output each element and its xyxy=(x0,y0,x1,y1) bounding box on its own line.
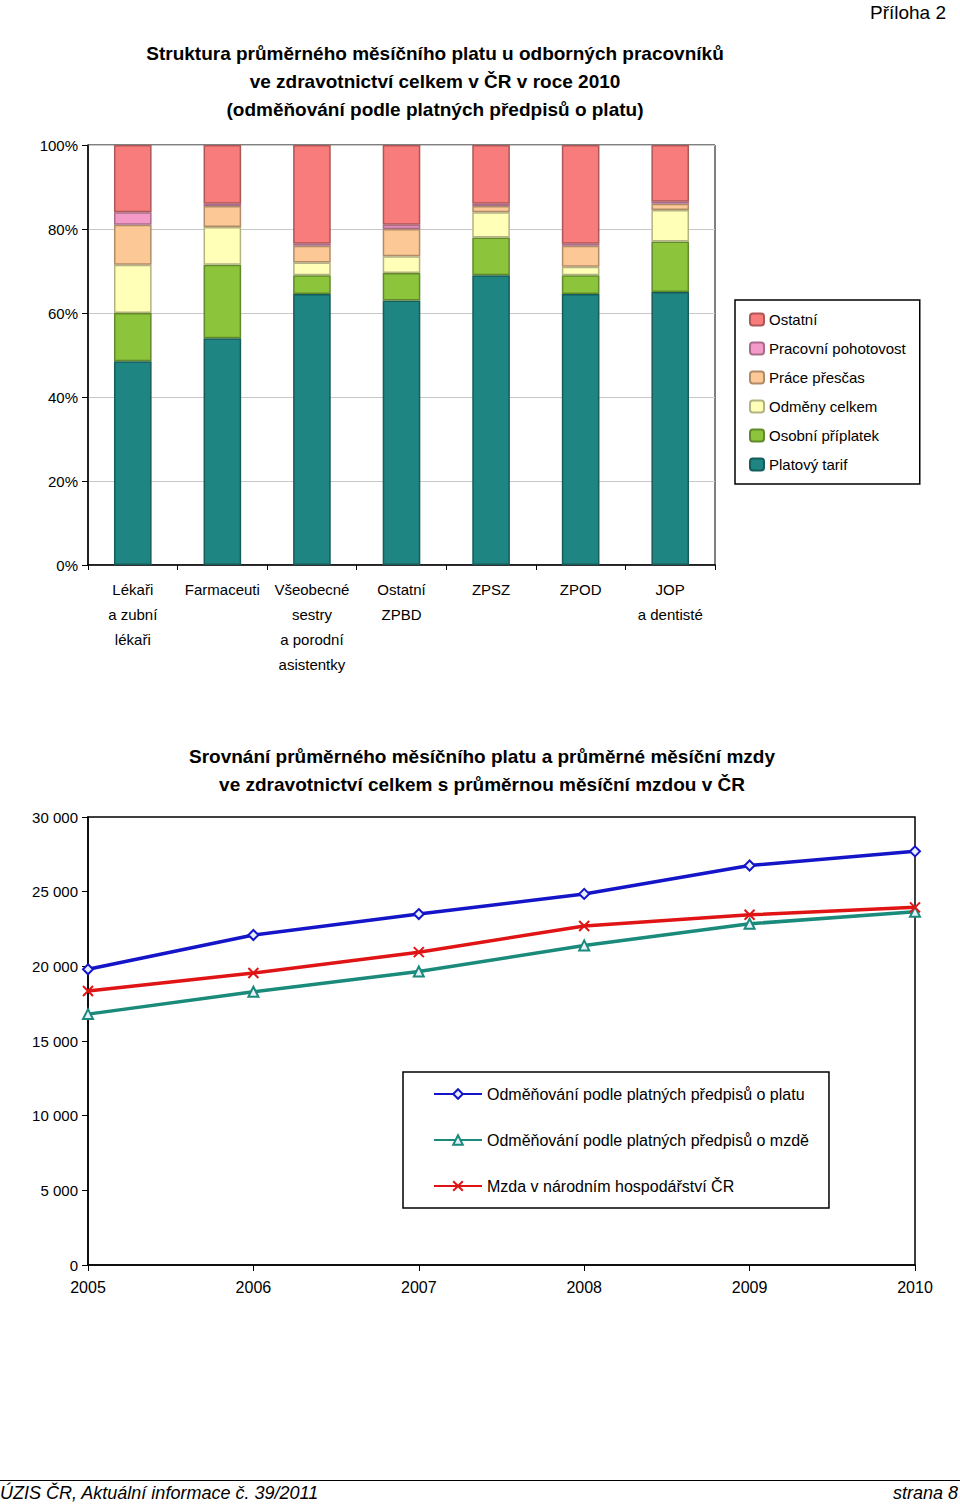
svg-text:2005: 2005 xyxy=(70,1279,106,1296)
svg-text:asistentky: asistentky xyxy=(279,656,346,673)
svg-text:20%: 20% xyxy=(48,473,78,490)
svg-text:5 000: 5 000 xyxy=(40,1182,78,1199)
svg-text:15 000: 15 000 xyxy=(32,1033,78,1050)
svg-text:Farmaceuti: Farmaceuti xyxy=(185,581,260,598)
svg-text:20 000: 20 000 xyxy=(32,958,78,975)
svg-text:Pracovní pohotovost: Pracovní pohotovost xyxy=(769,340,907,357)
svg-text:Všeobecné: Všeobecné xyxy=(274,581,349,598)
svg-text:Ostatní: Ostatní xyxy=(769,311,818,328)
svg-text:0%: 0% xyxy=(56,557,78,574)
svg-text:ve zdravotnictví celkem v ČR v: ve zdravotnictví celkem v ČR v roce 2010 xyxy=(250,71,621,92)
svg-text:Ostatní: Ostatní xyxy=(377,581,426,598)
svg-text:25 000: 25 000 xyxy=(32,883,78,900)
html-text:strana 8: strana 8 xyxy=(893,1483,958,1503)
svg-text:2006: 2006 xyxy=(236,1279,272,1296)
svg-text:a porodní: a porodní xyxy=(280,631,344,648)
svg-text:Struktura průměrného měsíčního: Struktura průměrného měsíčního platu u o… xyxy=(146,43,723,64)
svg-text:Platový tarif: Platový tarif xyxy=(769,456,848,473)
svg-text:ZPBD: ZPBD xyxy=(381,606,421,623)
svg-text:2010: 2010 xyxy=(897,1279,933,1296)
svg-text:2009: 2009 xyxy=(732,1279,768,1296)
svg-text:lékaři: lékaři xyxy=(115,631,151,648)
svg-text:JOP: JOP xyxy=(656,581,685,598)
svg-text:80%: 80% xyxy=(48,221,78,238)
svg-text:ZPSZ: ZPSZ xyxy=(472,581,510,598)
svg-text:Práce přesčas: Práce přesčas xyxy=(769,369,865,386)
svg-text:ve zdravotnictví celkem s prům: ve zdravotnictví celkem s průměrnou měsí… xyxy=(219,774,745,795)
svg-text:10 000: 10 000 xyxy=(32,1107,78,1124)
svg-text:Mzda v národním hospodářství Č: Mzda v národním hospodářství ČR xyxy=(487,1177,734,1195)
svg-text:Osobní příplatek: Osobní příplatek xyxy=(769,427,880,444)
svg-text:Srovnání průměrného měsíčního: Srovnání průměrného měsíčního platu a pr… xyxy=(189,746,775,767)
svg-text:0: 0 xyxy=(70,1257,78,1274)
svg-text:Lékaři: Lékaři xyxy=(112,581,153,598)
svg-text:40%: 40% xyxy=(48,389,78,406)
svg-text:100%: 100% xyxy=(40,137,78,154)
svg-text:a dentisté: a dentisté xyxy=(638,606,703,623)
svg-text:(odměňování podle platných pře: (odměňování podle platných předpisů o pl… xyxy=(227,99,644,120)
svg-text:Odměny celkem: Odměny celkem xyxy=(769,398,877,415)
svg-text:ZPOD: ZPOD xyxy=(560,581,602,598)
svg-text:Odměňování podle platných před: Odměňování podle platných předpisů o mzd… xyxy=(487,1132,809,1149)
svg-text:a zubní: a zubní xyxy=(108,606,158,623)
html-text:Příloha 2: Příloha 2 xyxy=(870,2,946,23)
html-text:ÚZIS ČR, Aktuální informace č.: ÚZIS ČR, Aktuální informace č. 39/2011 xyxy=(0,1483,319,1503)
svg-text:60%: 60% xyxy=(48,305,78,322)
svg-text:2008: 2008 xyxy=(566,1279,602,1296)
svg-text:30 000: 30 000 xyxy=(32,809,78,826)
svg-text:sestry: sestry xyxy=(292,606,333,623)
svg-text:2007: 2007 xyxy=(401,1279,437,1296)
svg-text:Odměňování podle platných před: Odměňování podle platných předpisů o pla… xyxy=(487,1086,805,1103)
